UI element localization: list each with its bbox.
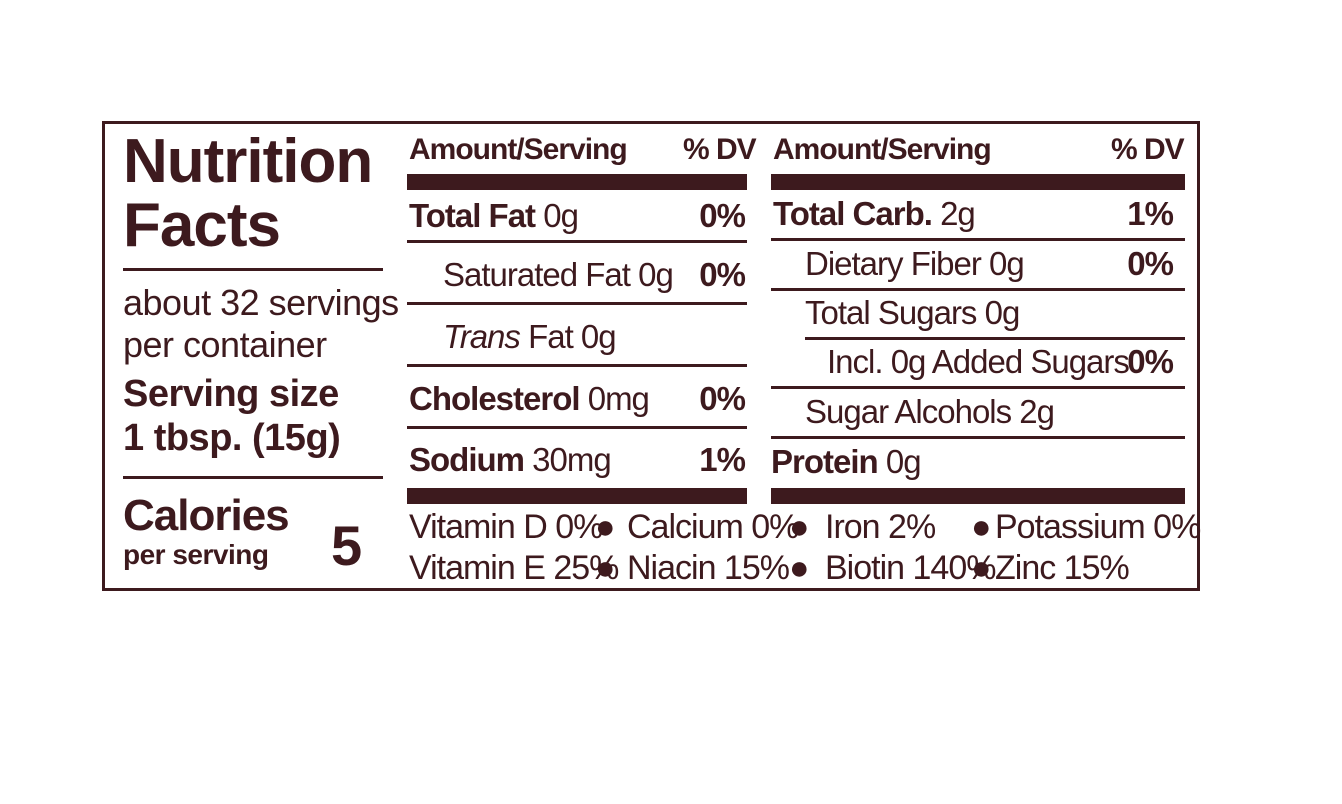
servings-line-2: per container <box>123 324 327 365</box>
iron: Iron 2% <box>825 508 936 546</box>
nutrient-name: Protein <box>771 443 879 480</box>
serving-size: Serving size 1 tbsp. (15g) <box>123 372 341 460</box>
row-divider <box>407 426 747 429</box>
nutrient-name: Cholesterol <box>409 380 581 417</box>
nutrient-amount: 2g <box>931 195 976 232</box>
bullet: ● <box>971 508 992 546</box>
row-trans-fat: Trans Fat 0g <box>443 317 617 357</box>
row-divider <box>771 386 1185 389</box>
vitamin-e: Vitamin E 25% <box>409 549 619 587</box>
left-amount-header: Amount/Serving <box>409 133 628 166</box>
right-amount-header: Amount/Serving <box>773 133 992 166</box>
nutrient-amount: 0g <box>877 443 922 480</box>
row-total-fat: Total Fat 0g <box>409 196 579 236</box>
title-line-1: Nutrition <box>123 127 373 196</box>
row-dietary-fiber: Dietary Fiber 0g <box>805 245 1025 282</box>
row-saturated-fat: Saturated Fat 0g <box>443 256 674 293</box>
title-line-2: Facts <box>123 191 281 260</box>
bullet: ● <box>789 549 810 587</box>
nutrient-name: Total Fat <box>409 197 536 234</box>
nutrient-name: Sodium <box>409 441 525 478</box>
calories-sub-label: per serving <box>123 539 269 570</box>
title-divider <box>123 268 383 271</box>
row-cholesterol: Cholesterol 0mg <box>409 379 650 419</box>
nutrient-amount: Fat 0g <box>519 318 617 355</box>
right-thick-rule-bottom <box>771 488 1185 504</box>
row-divider <box>407 240 747 243</box>
dv-total-carb: 1% <box>1127 195 1174 232</box>
row-divider <box>771 288 1185 291</box>
serving-divider <box>123 476 383 479</box>
trans-italic: Trans <box>443 318 521 355</box>
dv-cholesterol: 0% <box>699 380 746 417</box>
bullet: ● <box>595 549 616 587</box>
row-divider <box>771 238 1185 241</box>
potassium: Potassium 0% <box>995 508 1201 546</box>
bullet: ● <box>971 549 992 587</box>
row-divider <box>805 337 1185 340</box>
row-divider <box>407 302 747 305</box>
row-total-carb: Total Carb. 2g <box>773 194 976 234</box>
dv-added-sugars: 0% <box>1127 343 1174 380</box>
left-thick-rule-top <box>407 174 747 190</box>
row-divider <box>771 436 1185 439</box>
right-dv-header: % DV <box>1111 133 1185 166</box>
servings-line-1: about 32 servings <box>123 282 399 323</box>
niacin: Niacin 15% <box>627 549 790 587</box>
nutrient-amount: 0mg <box>579 380 650 417</box>
serving-size-label: Serving size <box>123 373 339 415</box>
calcium: Calcium 0% <box>627 508 799 546</box>
vitamin-d: Vitamin D 0% <box>409 508 603 546</box>
row-added-sugars: Incl. 0g Added Sugars <box>827 343 1130 380</box>
bullet: ● <box>595 508 616 546</box>
dv-total-fat: 0% <box>699 197 746 234</box>
row-sugar-alcohols: Sugar Alcohols 2g <box>805 393 1055 430</box>
row-divider <box>407 364 747 367</box>
row-total-sugars: Total Sugars 0g <box>805 294 1020 331</box>
zinc: Zinc 15% <box>995 549 1130 587</box>
bullet: ● <box>789 508 810 546</box>
calories-value: 5 <box>331 514 363 577</box>
nutrient-amount: 0g <box>535 197 579 234</box>
right-thick-rule-top <box>771 174 1185 190</box>
nutrient-amount: 30mg <box>524 441 612 478</box>
row-protein: Protein 0g <box>771 442 922 482</box>
row-sodium: Sodium 30mg <box>409 440 612 480</box>
servings-per-container: about 32 servings per container <box>123 282 399 366</box>
calories-label: Calories <box>123 491 290 540</box>
nutrient-name: Total Carb. <box>773 195 933 232</box>
left-dv-header: % DV <box>683 133 757 166</box>
nutrition-facts-label: Nutrition Facts about 32 servings per co… <box>102 121 1201 591</box>
dv-dietary-fiber: 0% <box>1127 245 1174 282</box>
label-title: Nutrition Facts <box>123 127 373 260</box>
left-thick-rule-bottom <box>407 488 747 504</box>
serving-size-value: 1 tbsp. (15g) <box>123 417 341 459</box>
dv-sodium: 1% <box>699 441 746 478</box>
biotin: Biotin 140% <box>825 549 996 587</box>
dv-saturated-fat: 0% <box>699 256 746 293</box>
